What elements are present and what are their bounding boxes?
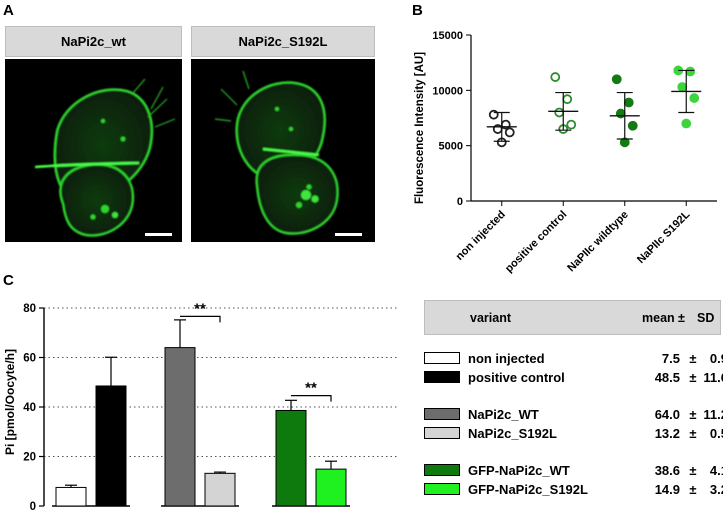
fluorescence-scatter-chart: Fluorescence Intensity [AU] 0 5000 10000 15… bbox=[414, 30, 717, 275]
table-row: NaPi2c_WT 64.0 ± 11.2 bbox=[424, 407, 723, 423]
row-mean: 38.6 bbox=[654, 463, 680, 478]
legend-swatch bbox=[424, 352, 460, 364]
row-pm: ± bbox=[689, 370, 697, 385]
legend-swatch bbox=[424, 483, 460, 495]
significance-bracket bbox=[291, 395, 332, 402]
table-row: positive control 48.5 ± 11.6 bbox=[424, 370, 723, 386]
significance-bracket bbox=[180, 315, 221, 323]
row-sd: 11.6 bbox=[703, 370, 723, 385]
row-name: GFP-NaPi2c_WT bbox=[468, 463, 570, 478]
micrograph-wt bbox=[5, 59, 182, 242]
panel-label-b: B bbox=[412, 2, 423, 19]
row-sd: 0.9 bbox=[709, 351, 723, 366]
scatter-point bbox=[504, 127, 515, 138]
bar bbox=[55, 486, 87, 507]
table-header: variant mean ± SD bbox=[424, 300, 721, 335]
bar-y-tick-label: 40 bbox=[23, 402, 36, 414]
row-mean: 14.9 bbox=[654, 482, 680, 497]
scatter-point bbox=[689, 93, 700, 103]
row-mean: 7.5 bbox=[661, 351, 680, 366]
row-name: NaPi2c_WT bbox=[468, 407, 539, 422]
row-name: positive control bbox=[468, 370, 565, 385]
row-name: NaPi2c_S192L bbox=[468, 426, 557, 441]
micrograph-s192l bbox=[191, 59, 375, 242]
row-mean: 64.0 bbox=[654, 407, 680, 422]
header-sd: SD bbox=[697, 311, 715, 325]
row-name: non injected bbox=[468, 351, 545, 366]
significance-label: ** bbox=[305, 380, 317, 397]
scatter-point bbox=[554, 107, 565, 118]
scatter-x-tick-label: NaPIIc S192L bbox=[635, 208, 693, 266]
header-variant: variant bbox=[470, 311, 511, 325]
header-pm: ± bbox=[678, 311, 685, 325]
row-mean: 13.2 bbox=[654, 426, 680, 441]
row-pm: ± bbox=[689, 351, 697, 366]
table-row: GFP-NaPi2c_S192L 14.9 ± 3.2 bbox=[424, 482, 723, 498]
scatter-x-tick-label: non injected bbox=[454, 209, 508, 263]
bar bbox=[164, 347, 196, 507]
scatter-point bbox=[562, 94, 573, 105]
row-pm: ± bbox=[689, 407, 697, 422]
bar-y-axis-label: Pi [pmol/Oocyte/h] bbox=[3, 349, 17, 455]
row-pm: ± bbox=[689, 426, 697, 441]
bar-y-tick-label: 60 bbox=[23, 353, 36, 365]
scatter-point bbox=[611, 74, 622, 85]
results-table: variant mean ± SD non injected 7.5 ± 0.9… bbox=[424, 300, 723, 512]
image-header-s192l: NaPi2c_S192L bbox=[191, 26, 375, 57]
bar bbox=[315, 468, 347, 507]
bar bbox=[95, 385, 127, 507]
scatter-point bbox=[685, 66, 696, 77]
table-row: GFP-NaPi2c_WT 38.6 ± 4.1 bbox=[424, 463, 723, 479]
legend-swatch bbox=[424, 408, 460, 420]
panel-label-a: A bbox=[3, 2, 14, 19]
row-mean: 48.5 bbox=[654, 370, 680, 385]
scatter-point bbox=[550, 72, 561, 82]
row-sd: 3.2 bbox=[709, 482, 723, 497]
header-mean: mean bbox=[642, 311, 675, 325]
bar-y-tick-label: 20 bbox=[23, 452, 36, 464]
table-row: non injected 7.5 ± 0.9 bbox=[424, 351, 723, 367]
scatter-x-tick-label: NaPIIc wildtype bbox=[565, 209, 631, 275]
bar bbox=[275, 409, 307, 507]
scatter-x-tick-label: positive control bbox=[503, 209, 569, 275]
scatter-point bbox=[623, 97, 634, 108]
row-name: GFP-NaPi2c_S192L bbox=[468, 482, 588, 497]
legend-swatch bbox=[424, 371, 460, 383]
scatter-y-axis-label: Fluorescence Intensity [AU] bbox=[414, 52, 426, 204]
scatter-y-tick-label: 10000 bbox=[432, 85, 463, 97]
scatter-point bbox=[566, 119, 577, 130]
row-pm: ± bbox=[689, 482, 697, 497]
scatter-point bbox=[677, 82, 688, 92]
row-sd: 4.1 bbox=[709, 463, 723, 478]
row-pm: ± bbox=[689, 463, 697, 478]
scatter-y-tick-label: 0 bbox=[457, 196, 463, 208]
row-sd: 0.5 bbox=[709, 426, 723, 441]
legend-swatch bbox=[424, 427, 460, 439]
bar-y-tick-label: 80 bbox=[23, 303, 36, 315]
bar-y-tick-label: 0 bbox=[30, 501, 36, 512]
bar bbox=[204, 472, 236, 507]
image-header-wt: NaPi2c_wt bbox=[5, 26, 182, 57]
legend-swatch bbox=[424, 464, 460, 476]
scatter-point bbox=[681, 118, 692, 129]
scatter-y-tick-label: 15000 bbox=[432, 30, 463, 42]
table-row: NaPi2c_S192L 13.2 ± 0.5 bbox=[424, 426, 723, 442]
scatter-point bbox=[627, 120, 638, 131]
panel-label-c: C bbox=[3, 272, 14, 289]
phosphate-uptake-bar-chart: Pi [pmol/Oocyte/h] 0 20 40 60 80 ** ** bbox=[3, 300, 398, 512]
row-sd: 11.2 bbox=[703, 407, 723, 422]
scatter-y-tick-label: 5000 bbox=[439, 141, 463, 153]
significance-label: ** bbox=[194, 300, 206, 317]
